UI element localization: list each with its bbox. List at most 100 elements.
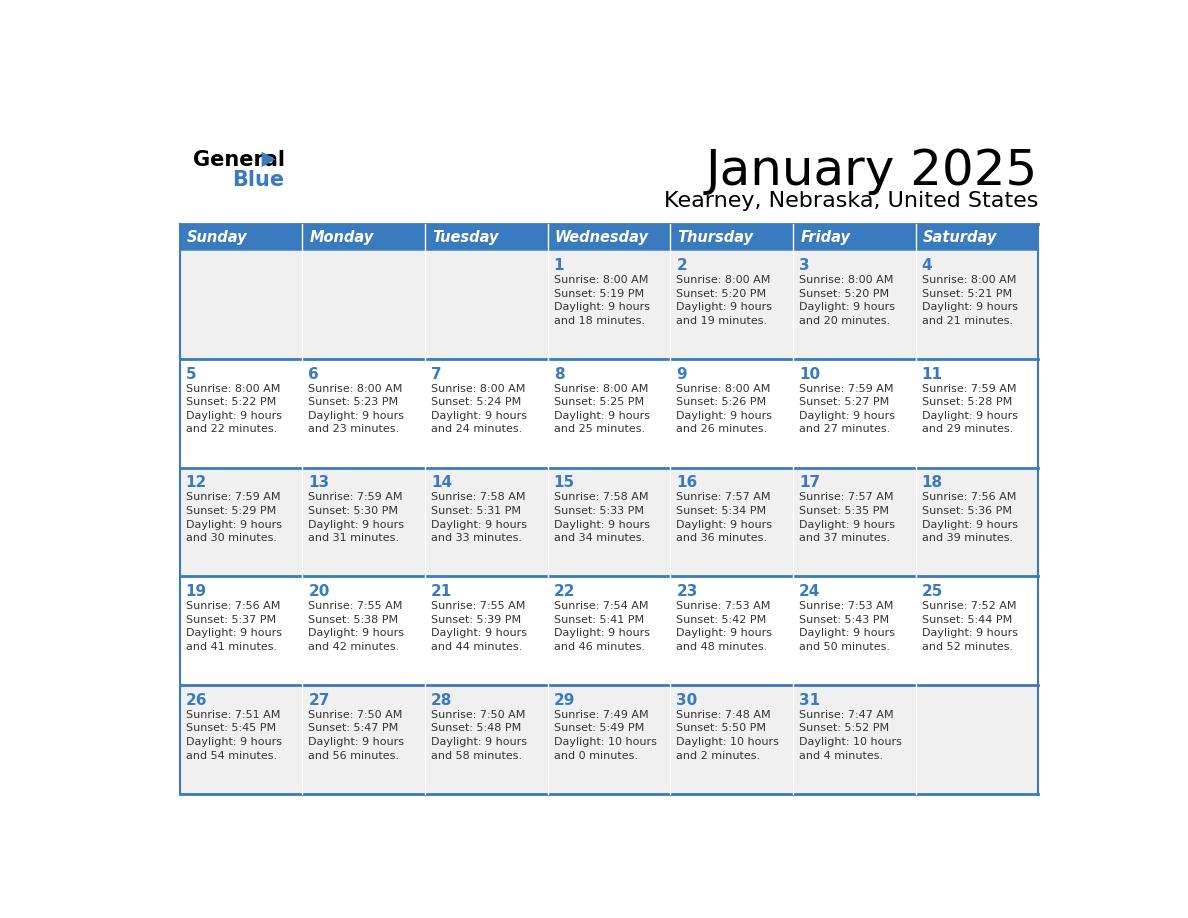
Text: Sunrise: 7:50 AM
Sunset: 5:48 PM
Daylight: 9 hours
and 58 minutes.: Sunrise: 7:50 AM Sunset: 5:48 PM Dayligh… [431, 710, 527, 761]
Text: 25: 25 [922, 584, 943, 599]
Text: 19: 19 [185, 584, 207, 599]
Text: Sunrise: 7:57 AM
Sunset: 5:34 PM
Daylight: 9 hours
and 36 minutes.: Sunrise: 7:57 AM Sunset: 5:34 PM Dayligh… [676, 492, 772, 543]
Bar [179, 468, 302, 577]
Bar [670, 359, 792, 468]
Text: General: General [194, 151, 285, 170]
Text: 22: 22 [554, 584, 575, 599]
Bar [670, 468, 792, 577]
Bar [916, 224, 1038, 251]
Bar [548, 468, 670, 577]
Bar [670, 685, 792, 794]
Text: 31: 31 [800, 693, 820, 708]
Bar [425, 468, 548, 577]
Bar [916, 359, 1038, 468]
Text: 11: 11 [922, 366, 943, 382]
Text: 24: 24 [800, 584, 821, 599]
Text: Sunrise: 7:59 AM
Sunset: 5:30 PM
Daylight: 9 hours
and 31 minutes.: Sunrise: 7:59 AM Sunset: 5:30 PM Dayligh… [309, 492, 404, 543]
Text: Sunrise: 7:56 AM
Sunset: 5:37 PM
Daylight: 9 hours
and 41 minutes.: Sunrise: 7:56 AM Sunset: 5:37 PM Dayligh… [185, 601, 282, 652]
Bar [302, 359, 425, 468]
Text: Sunrise: 7:48 AM
Sunset: 5:50 PM
Daylight: 10 hours
and 2 minutes.: Sunrise: 7:48 AM Sunset: 5:50 PM Dayligh… [676, 710, 779, 761]
Bar [302, 224, 425, 251]
Text: Friday: Friday [801, 230, 851, 245]
Text: 8: 8 [554, 366, 564, 382]
Bar [548, 224, 670, 251]
Text: Sunrise: 7:58 AM
Sunset: 5:33 PM
Daylight: 9 hours
and 34 minutes.: Sunrise: 7:58 AM Sunset: 5:33 PM Dayligh… [554, 492, 650, 543]
Bar [302, 251, 425, 359]
Text: Sunrise: 8:00 AM
Sunset: 5:22 PM
Daylight: 9 hours
and 22 minutes.: Sunrise: 8:00 AM Sunset: 5:22 PM Dayligh… [185, 384, 282, 434]
Bar [792, 685, 916, 794]
Bar [792, 224, 916, 251]
Text: 13: 13 [309, 476, 329, 490]
Text: 29: 29 [554, 693, 575, 708]
Text: 14: 14 [431, 476, 453, 490]
Text: Sunrise: 7:59 AM
Sunset: 5:28 PM
Daylight: 9 hours
and 29 minutes.: Sunrise: 7:59 AM Sunset: 5:28 PM Dayligh… [922, 384, 1018, 434]
Text: Monday: Monday [310, 230, 374, 245]
Bar [179, 685, 302, 794]
Bar [792, 359, 916, 468]
Text: 20: 20 [309, 584, 330, 599]
Text: Saturday: Saturday [923, 230, 997, 245]
Bar [179, 359, 302, 468]
Text: Sunrise: 8:00 AM
Sunset: 5:23 PM
Daylight: 9 hours
and 23 minutes.: Sunrise: 8:00 AM Sunset: 5:23 PM Dayligh… [309, 384, 404, 434]
Text: 28: 28 [431, 693, 453, 708]
Text: Sunrise: 8:00 AM
Sunset: 5:26 PM
Daylight: 9 hours
and 26 minutes.: Sunrise: 8:00 AM Sunset: 5:26 PM Dayligh… [676, 384, 772, 434]
Text: 7: 7 [431, 366, 442, 382]
Text: Sunrise: 8:00 AM
Sunset: 5:19 PM
Daylight: 9 hours
and 18 minutes.: Sunrise: 8:00 AM Sunset: 5:19 PM Dayligh… [554, 274, 650, 326]
Text: 1: 1 [554, 258, 564, 273]
Text: 21: 21 [431, 584, 453, 599]
Bar [179, 224, 302, 251]
Bar [792, 251, 916, 359]
Bar [425, 251, 548, 359]
Bar [548, 685, 670, 794]
Text: Sunrise: 7:52 AM
Sunset: 5:44 PM
Daylight: 9 hours
and 52 minutes.: Sunrise: 7:52 AM Sunset: 5:44 PM Dayligh… [922, 601, 1018, 652]
Text: Wednesday: Wednesday [555, 230, 649, 245]
Text: 18: 18 [922, 476, 943, 490]
Bar [302, 577, 425, 685]
Bar [425, 359, 548, 468]
Text: 26: 26 [185, 693, 207, 708]
Bar [670, 224, 792, 251]
Bar [670, 577, 792, 685]
Polygon shape [261, 151, 276, 167]
Bar [548, 577, 670, 685]
Text: 2: 2 [676, 258, 687, 273]
Text: Sunrise: 7:58 AM
Sunset: 5:31 PM
Daylight: 9 hours
and 33 minutes.: Sunrise: 7:58 AM Sunset: 5:31 PM Dayligh… [431, 492, 527, 543]
Bar [916, 577, 1038, 685]
Text: Sunrise: 7:50 AM
Sunset: 5:47 PM
Daylight: 9 hours
and 56 minutes.: Sunrise: 7:50 AM Sunset: 5:47 PM Dayligh… [309, 710, 404, 761]
Text: Sunrise: 7:55 AM
Sunset: 5:39 PM
Daylight: 9 hours
and 44 minutes.: Sunrise: 7:55 AM Sunset: 5:39 PM Dayligh… [431, 601, 527, 652]
Text: Sunrise: 8:00 AM
Sunset: 5:20 PM
Daylight: 9 hours
and 20 minutes.: Sunrise: 8:00 AM Sunset: 5:20 PM Dayligh… [800, 274, 895, 326]
Bar [548, 251, 670, 359]
Text: Sunrise: 8:00 AM
Sunset: 5:24 PM
Daylight: 9 hours
and 24 minutes.: Sunrise: 8:00 AM Sunset: 5:24 PM Dayligh… [431, 384, 527, 434]
Bar [425, 685, 548, 794]
Text: 17: 17 [800, 476, 820, 490]
Text: Sunrise: 7:55 AM
Sunset: 5:38 PM
Daylight: 9 hours
and 42 minutes.: Sunrise: 7:55 AM Sunset: 5:38 PM Dayligh… [309, 601, 404, 652]
Bar [916, 685, 1038, 794]
Text: 15: 15 [554, 476, 575, 490]
Text: Sunrise: 7:53 AM
Sunset: 5:42 PM
Daylight: 9 hours
and 48 minutes.: Sunrise: 7:53 AM Sunset: 5:42 PM Dayligh… [676, 601, 772, 652]
Bar [179, 251, 302, 359]
Text: 6: 6 [309, 366, 320, 382]
Bar [916, 251, 1038, 359]
Bar [670, 251, 792, 359]
Text: Blue: Blue [232, 170, 284, 190]
Text: Sunrise: 7:53 AM
Sunset: 5:43 PM
Daylight: 9 hours
and 50 minutes.: Sunrise: 7:53 AM Sunset: 5:43 PM Dayligh… [800, 601, 895, 652]
Text: Sunrise: 8:00 AM
Sunset: 5:21 PM
Daylight: 9 hours
and 21 minutes.: Sunrise: 8:00 AM Sunset: 5:21 PM Dayligh… [922, 274, 1018, 326]
Text: 9: 9 [676, 366, 687, 382]
Text: 27: 27 [309, 693, 330, 708]
Bar [792, 577, 916, 685]
Text: Sunrise: 7:56 AM
Sunset: 5:36 PM
Daylight: 9 hours
and 39 minutes.: Sunrise: 7:56 AM Sunset: 5:36 PM Dayligh… [922, 492, 1018, 543]
Text: Sunday: Sunday [187, 230, 247, 245]
Text: January 2025: January 2025 [706, 147, 1038, 196]
Text: Sunrise: 7:49 AM
Sunset: 5:49 PM
Daylight: 10 hours
and 0 minutes.: Sunrise: 7:49 AM Sunset: 5:49 PM Dayligh… [554, 710, 657, 761]
Text: Sunrise: 7:51 AM
Sunset: 5:45 PM
Daylight: 9 hours
and 54 minutes.: Sunrise: 7:51 AM Sunset: 5:45 PM Dayligh… [185, 710, 282, 761]
Bar [302, 468, 425, 577]
Text: Sunrise: 7:59 AM
Sunset: 5:29 PM
Daylight: 9 hours
and 30 minutes.: Sunrise: 7:59 AM Sunset: 5:29 PM Dayligh… [185, 492, 282, 543]
Text: Sunrise: 8:00 AM
Sunset: 5:25 PM
Daylight: 9 hours
and 25 minutes.: Sunrise: 8:00 AM Sunset: 5:25 PM Dayligh… [554, 384, 650, 434]
Bar [916, 468, 1038, 577]
Text: Tuesday: Tuesday [432, 230, 499, 245]
Text: Sunrise: 7:59 AM
Sunset: 5:27 PM
Daylight: 9 hours
and 27 minutes.: Sunrise: 7:59 AM Sunset: 5:27 PM Dayligh… [800, 384, 895, 434]
Text: Sunrise: 7:47 AM
Sunset: 5:52 PM
Daylight: 10 hours
and 4 minutes.: Sunrise: 7:47 AM Sunset: 5:52 PM Dayligh… [800, 710, 902, 761]
Bar [425, 224, 548, 251]
Text: 10: 10 [800, 366, 820, 382]
Text: 3: 3 [800, 258, 810, 273]
